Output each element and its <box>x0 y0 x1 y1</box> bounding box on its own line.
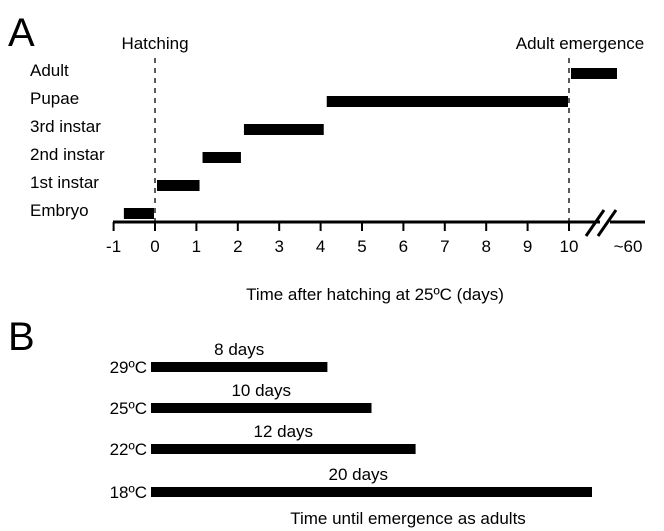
axis-break-mark <box>584 209 618 237</box>
range-bar-1st-instar <box>157 180 200 191</box>
temperature-label-25c: 25ºC <box>110 399 147 418</box>
x-tick-label: 3 <box>274 237 283 256</box>
duration-value-label-29c: 8 days <box>214 340 264 359</box>
duration-bar-22c <box>151 444 416 454</box>
x-tick-label: 6 <box>399 237 408 256</box>
temperature-label-22c: 22ºC <box>110 440 147 459</box>
panel-b-letter: B <box>8 315 35 359</box>
duration-value-label-25c: 10 days <box>231 381 291 400</box>
duration-value-label-18c: 20 days <box>328 465 388 484</box>
panel-a-letter: A <box>8 11 35 55</box>
duration-bar-29c <box>151 362 328 372</box>
range-bar-2nd-instar <box>202 152 241 163</box>
stage-label-1st-instar: 1st instar <box>30 173 99 192</box>
x-tick-label: 10 <box>560 237 579 256</box>
stage-label-3rd-instar: 3rd instar <box>30 117 101 136</box>
x-tick-label: 8 <box>481 237 490 256</box>
hatching-marker-label: Hatching <box>121 34 188 53</box>
adult-emergence-marker-label: Adult emergence <box>516 34 645 53</box>
range-bar-pupae <box>326 96 568 107</box>
x-tick-label: ~60 <box>614 237 643 256</box>
x-tick-label: 5 <box>357 237 366 256</box>
x-tick-label: 4 <box>316 237 325 256</box>
range-bar-3rd-instar <box>243 124 324 135</box>
x-tick-label: 0 <box>150 237 159 256</box>
temperature-label-29c: 29ºC <box>110 358 147 377</box>
stage-label-2nd-instar: 2nd instar <box>30 145 105 164</box>
x-tick-label: 1 <box>192 237 201 256</box>
x-tick-label: 2 <box>233 237 242 256</box>
x-tick-label: 9 <box>523 237 532 256</box>
x-axis-label-panel-b: Time until emergence as adults <box>290 509 526 528</box>
x-axis-label-panel-a: Time after hatching at 25ºC (days) <box>246 285 504 304</box>
x-axis-ticks: -1 0 1 2 3 4 5 6 7 8 9 10 ~60 <box>106 222 642 256</box>
duration-value-label-22c: 12 days <box>254 422 314 441</box>
stage-label-pupae: Pupae <box>30 89 79 108</box>
stage-label-embryo: Embryo <box>30 201 89 220</box>
x-tick-label: -1 <box>106 237 121 256</box>
temperature-label-18c: 18ºC <box>110 483 147 502</box>
stage-label-adult: Adult <box>30 61 69 80</box>
range-bar-adult <box>571 68 617 79</box>
duration-bar-18c <box>151 487 592 497</box>
duration-bar-25c <box>151 403 372 413</box>
x-tick-label: 7 <box>440 237 449 256</box>
range-bar-embryo <box>123 208 154 219</box>
